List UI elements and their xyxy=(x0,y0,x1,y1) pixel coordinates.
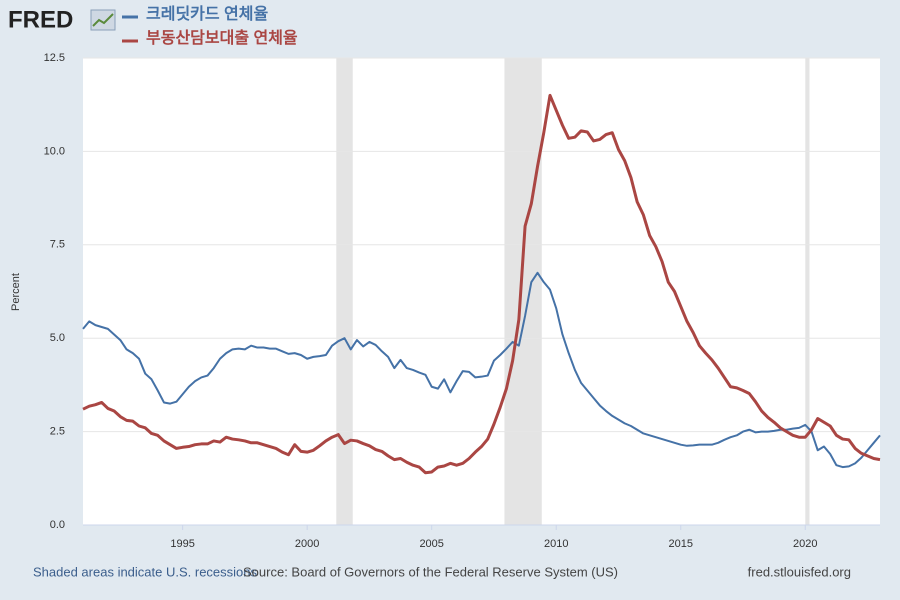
y-tick-label: 12.5 xyxy=(44,52,65,64)
x-tick-label: 2015 xyxy=(669,538,693,550)
y-tick-label: 2.5 xyxy=(50,426,65,438)
x-tick-label: 2000 xyxy=(295,538,319,550)
x-tick-label: 1995 xyxy=(170,538,194,550)
site: fred.stlouisfed.org xyxy=(748,564,851,579)
plot-area xyxy=(83,58,880,525)
series-line xyxy=(82,271,881,469)
series-line xyxy=(82,93,881,475)
recession-band xyxy=(805,58,810,525)
recession-band xyxy=(336,58,353,525)
x-tick-label: 2010 xyxy=(544,538,568,550)
y-tick-label: 5.0 xyxy=(50,332,65,344)
x-tick-label: 2020 xyxy=(793,538,817,550)
source: Source: Board of Governors of the Federa… xyxy=(243,564,618,579)
logo: FRED xyxy=(8,6,73,33)
legend-label: 부동산담보대출 연체율 xyxy=(146,29,298,47)
y-tick-label: 10.0 xyxy=(44,145,65,157)
recession-note: Shaded areas indicate U.S. recessions xyxy=(33,564,258,579)
legend-label: 크레딧카드 연체율 xyxy=(146,5,268,23)
y-tick-label: 0.0 xyxy=(50,519,65,531)
logo-icon xyxy=(90,9,116,31)
recession-band xyxy=(504,58,542,525)
x-tick-label: 2005 xyxy=(419,538,443,550)
y-axis-label: Percent xyxy=(10,273,22,311)
y-tick-label: 7.5 xyxy=(50,239,65,251)
